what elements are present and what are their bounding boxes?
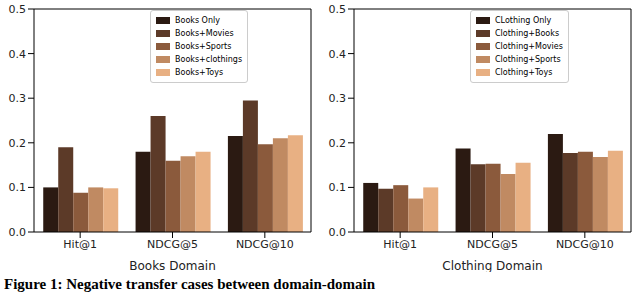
html-text:Clothing+Books: Clothing+Books	[495, 29, 560, 38]
svg-text:NDCG@10: NDCG@10	[556, 238, 614, 251]
svg-text:NDCG@5: NDCG@5	[147, 238, 198, 251]
svg-text:0.0: 0.0	[9, 226, 27, 239]
html-text:Clothing+Toys: Clothing+Toys	[495, 68, 553, 77]
svg-text:Hit@1: Hit@1	[63, 238, 97, 251]
svg-text:0.5: 0.5	[9, 3, 27, 16]
html-text:Books Only: Books Only	[175, 16, 220, 25]
html-text:Figure 1: Negative transfer ca: Figure 1: Negative transfer cases betwee…	[4, 276, 376, 292]
svg-text:0.2: 0.2	[329, 137, 347, 150]
svg-text:Clothing Domain: Clothing Domain	[442, 259, 542, 272]
svg-text:0.3: 0.3	[329, 92, 347, 105]
svg-text:0.1: 0.1	[9, 181, 27, 194]
svg-text:NDCG@10: NDCG@10	[236, 238, 294, 251]
svg-text:0.4: 0.4	[9, 48, 27, 61]
svg-text:NDCG@5: NDCG@5	[467, 238, 518, 251]
html-text:Clothing+Movies: Clothing+Movies	[495, 42, 563, 51]
html-text:Clothing+Sports: Clothing+Sports	[495, 55, 561, 64]
svg-text:0.5: 0.5	[329, 3, 347, 16]
svg-text:0.2: 0.2	[9, 137, 27, 150]
html-text:Books+clothings: Books+clothings	[175, 55, 242, 64]
html-text:Books+Movies: Books+Movies	[175, 29, 234, 38]
html-text:CLothing Only: CLothing Only	[495, 16, 552, 25]
html-text:Books+Sports: Books+Sports	[175, 42, 232, 51]
svg-text:0.0: 0.0	[329, 226, 347, 239]
svg-text:Books Domain: Books Domain	[129, 259, 216, 272]
svg-text:0.1: 0.1	[329, 181, 347, 194]
html-text:Books+Toys: Books+Toys	[175, 68, 224, 77]
svg-text:Hit@1: Hit@1	[383, 238, 417, 251]
svg-text:0.4: 0.4	[329, 48, 347, 61]
svg-text:0.3: 0.3	[9, 92, 27, 105]
